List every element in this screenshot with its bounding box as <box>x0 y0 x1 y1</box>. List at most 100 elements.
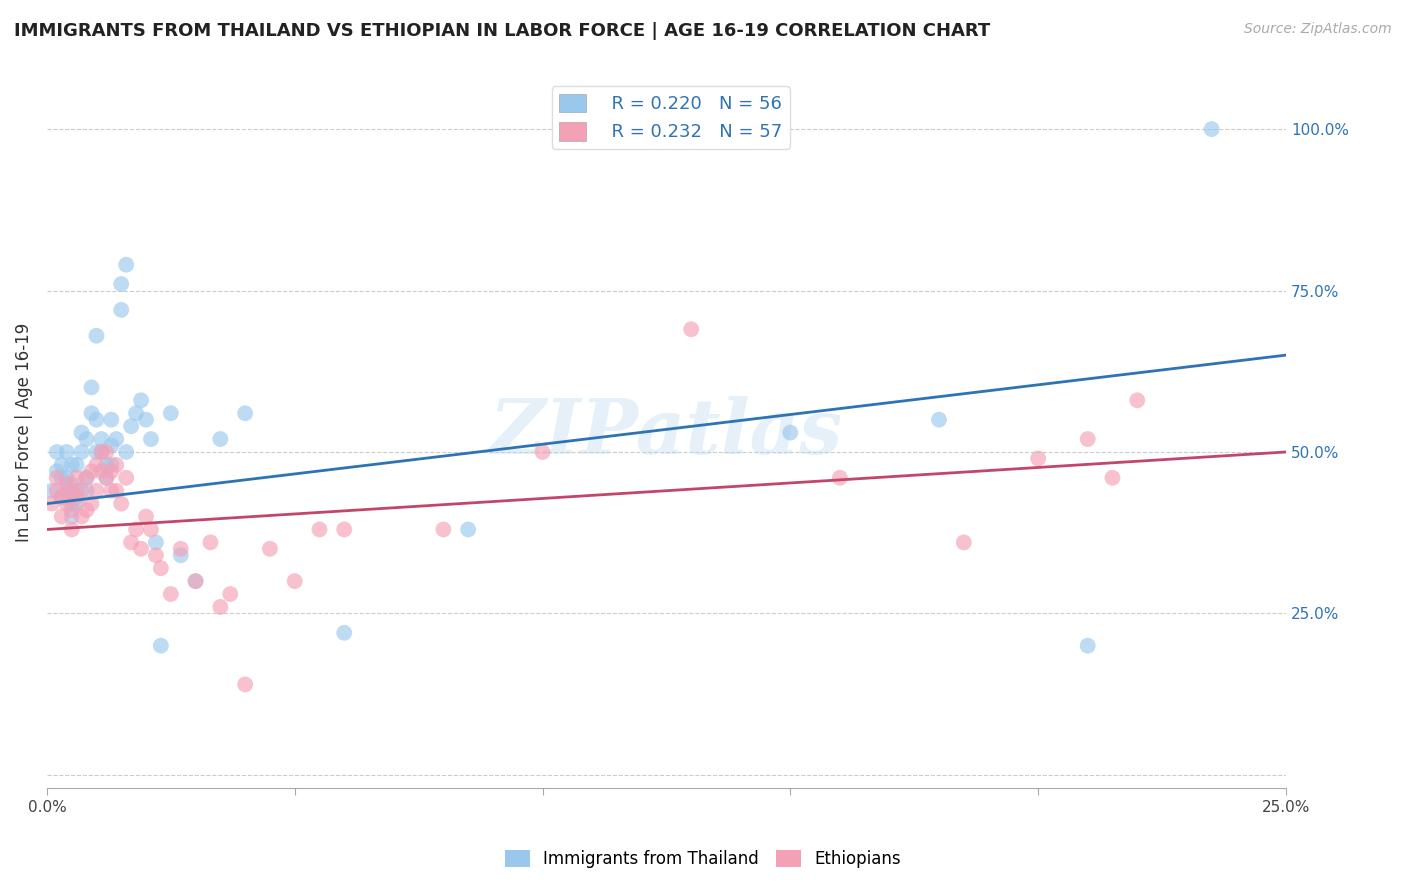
Point <box>90 445 112 459</box>
Point <box>55 483 77 498</box>
Text: ZIPatlas: ZIPatlas <box>489 395 844 469</box>
Point <box>209 432 232 446</box>
Point <box>80 406 103 420</box>
Point <box>531 445 554 459</box>
Point <box>70 483 93 498</box>
Point <box>100 483 122 498</box>
Point <box>1201 122 1223 136</box>
Point <box>1126 393 1149 408</box>
Point <box>828 471 851 485</box>
Point <box>110 277 132 291</box>
Point <box>51 490 73 504</box>
Point <box>219 587 242 601</box>
Point <box>100 464 122 478</box>
Point <box>120 535 142 549</box>
Point <box>120 419 142 434</box>
Point <box>170 549 193 563</box>
Point <box>51 471 73 485</box>
Point <box>1077 432 1099 446</box>
Point <box>86 328 108 343</box>
Point <box>60 509 83 524</box>
Point <box>76 503 98 517</box>
Text: Source: ZipAtlas.com: Source: ZipAtlas.com <box>1244 22 1392 37</box>
Point <box>333 625 356 640</box>
Point <box>96 471 118 485</box>
Point <box>149 561 172 575</box>
Point <box>200 535 222 549</box>
Point <box>115 258 138 272</box>
Point <box>76 471 98 485</box>
Point <box>76 471 98 485</box>
Point <box>1077 639 1099 653</box>
Point <box>233 406 256 420</box>
Point <box>149 639 172 653</box>
Point <box>90 464 112 478</box>
Point <box>76 483 98 498</box>
Point <box>70 425 93 440</box>
Point <box>129 393 152 408</box>
Point <box>457 523 479 537</box>
Point <box>65 490 87 504</box>
Point <box>65 497 87 511</box>
Point <box>80 380 103 394</box>
Point <box>86 483 108 498</box>
Point <box>145 549 167 563</box>
Point <box>779 425 801 440</box>
Point <box>105 432 128 446</box>
Point <box>233 677 256 691</box>
Point <box>65 471 87 485</box>
Point <box>60 458 83 472</box>
Text: IMMIGRANTS FROM THAILAND VS ETHIOPIAN IN LABOR FORCE | AGE 16-19 CORRELATION CHA: IMMIGRANTS FROM THAILAND VS ETHIOPIAN IN… <box>14 22 990 40</box>
Point <box>135 412 157 426</box>
Point <box>41 483 63 498</box>
Point <box>100 458 122 472</box>
Point <box>681 322 703 336</box>
Point <box>1101 471 1123 485</box>
Point <box>76 432 98 446</box>
Legend: Immigrants from Thailand, Ethiopians: Immigrants from Thailand, Ethiopians <box>499 843 907 875</box>
Point <box>115 445 138 459</box>
Point <box>115 471 138 485</box>
Point <box>135 509 157 524</box>
Point <box>129 541 152 556</box>
Point <box>159 406 181 420</box>
Point <box>928 412 950 426</box>
Point <box>432 523 454 537</box>
Point <box>100 438 122 452</box>
Point <box>55 497 77 511</box>
Point <box>55 445 77 459</box>
Y-axis label: In Labor Force | Age 16-19: In Labor Force | Age 16-19 <box>15 323 32 542</box>
Point <box>60 477 83 491</box>
Point <box>51 458 73 472</box>
Point <box>105 458 128 472</box>
Point <box>60 497 83 511</box>
Point <box>80 497 103 511</box>
Point <box>952 535 974 549</box>
Point <box>80 464 103 478</box>
Point <box>86 445 108 459</box>
Point <box>170 541 193 556</box>
Point <box>110 497 132 511</box>
Point <box>60 503 83 517</box>
Point <box>51 509 73 524</box>
Point <box>90 445 112 459</box>
Legend:   R = 0.220   N = 56,   R = 0.232   N = 57: R = 0.220 N = 56, R = 0.232 N = 57 <box>551 87 790 149</box>
Point <box>184 574 207 588</box>
Point <box>45 445 67 459</box>
Point <box>209 599 232 614</box>
Point <box>184 574 207 588</box>
Point <box>139 523 162 537</box>
Point <box>55 477 77 491</box>
Point <box>284 574 307 588</box>
Point <box>86 458 108 472</box>
Point <box>1026 451 1049 466</box>
Point <box>65 483 87 498</box>
Point <box>70 509 93 524</box>
Point <box>60 483 83 498</box>
Point <box>145 535 167 549</box>
Point <box>45 483 67 498</box>
Point <box>65 458 87 472</box>
Point <box>90 432 112 446</box>
Point <box>96 445 118 459</box>
Point <box>45 471 67 485</box>
